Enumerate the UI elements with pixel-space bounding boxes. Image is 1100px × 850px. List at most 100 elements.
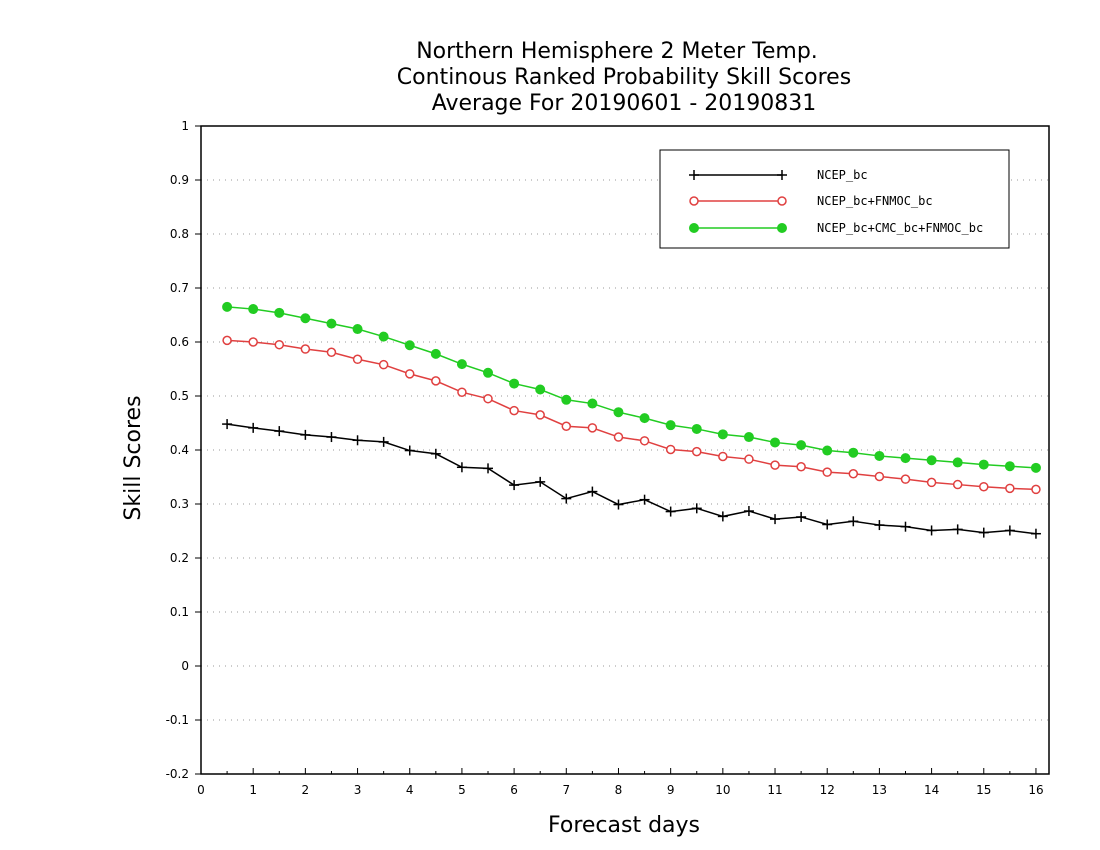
data-point [378, 436, 389, 447]
data-point [509, 405, 519, 416]
data-point [613, 499, 624, 510]
data-point [587, 398, 598, 409]
y-tick-label: 0.4 [170, 443, 189, 457]
data-point [248, 337, 258, 347]
legend-label: NCEP_bc+FNMOC_bc [817, 194, 933, 208]
data-point [639, 436, 650, 446]
data-point [509, 378, 520, 389]
data-point [848, 469, 859, 479]
data-point [900, 453, 911, 464]
x-tick-label: 4 [406, 783, 414, 797]
data-point [561, 421, 572, 431]
x-tick-label: 6 [510, 783, 518, 797]
data-point [509, 480, 520, 491]
x-tick-label: 9 [667, 783, 675, 797]
legend-marker [689, 223, 699, 233]
y-tick-label: 0.8 [170, 227, 189, 241]
data-point [874, 450, 885, 461]
legend-item: NCEP_bc+FNMOC_bc [689, 194, 933, 208]
data-point [952, 479, 963, 490]
data-point [404, 445, 415, 456]
data-point [1004, 525, 1015, 536]
data-point [665, 506, 676, 517]
y-tick-label: -0.1 [166, 713, 189, 727]
data-point [457, 387, 467, 397]
x-tick-label: 3 [354, 783, 362, 797]
chart-title-line-3: Average For 20190601 - 20190831 [432, 91, 817, 116]
data-point [431, 376, 441, 386]
data-point [248, 304, 259, 315]
data-point [274, 307, 285, 318]
data-point [326, 432, 337, 443]
legend-label: NCEP_bc [817, 168, 868, 182]
x-tick-label: 15 [976, 783, 991, 797]
data-point [743, 506, 754, 517]
data-point [796, 511, 807, 522]
data-point [822, 445, 833, 456]
data-point [274, 339, 285, 350]
legend-item: NCEP_bc+CMC_bc+FNMOC_bc [689, 221, 983, 235]
data-point [430, 348, 441, 359]
series-line [226, 423, 1037, 535]
y-tick-label: 0 [181, 659, 189, 673]
x-tick-label: 14 [924, 783, 939, 797]
data-point [352, 435, 363, 446]
data-point [456, 359, 467, 370]
x-axis-label: Forecast days [548, 813, 700, 838]
legend-label: NCEP_bc+CMC_bc+FNMOC_bc [817, 221, 983, 235]
data-point [587, 423, 598, 433]
y-tick-label: 0.2 [170, 551, 189, 565]
y-axis-ticks: 1 0.9 0.8 0.7 0.6 0.5 0.4 0.3 0.2 0.1 0 -0.1 -0.2 [166, 119, 201, 781]
data-point [300, 344, 311, 354]
y-tick-label: 0.6 [170, 335, 189, 349]
data-point [222, 419, 233, 430]
data-point [639, 494, 650, 505]
data-point [535, 410, 545, 420]
data-point [378, 331, 389, 342]
legend-marker [689, 170, 699, 180]
chart-title-line-1: Northern Hemisphere 2 Meter Temp. [416, 39, 818, 64]
data-point [952, 524, 963, 535]
data-point [665, 444, 676, 455]
y-axis-label: Skill Scores [121, 395, 146, 520]
legend-marker [777, 223, 787, 233]
data-point [822, 519, 833, 530]
y-tick-label: 0.1 [170, 605, 189, 619]
data-point [274, 426, 285, 437]
x-tick-label: 1 [249, 783, 257, 797]
series-1 [222, 335, 1041, 495]
x-tick-label: 8 [615, 783, 623, 797]
y-tick-label: 0.9 [170, 173, 189, 187]
grid-lines [201, 179, 1049, 721]
data-point [770, 460, 780, 470]
data-point [1030, 462, 1041, 473]
data-point [248, 422, 259, 433]
data-point [770, 437, 781, 448]
data-point [691, 503, 702, 514]
series-0 [222, 419, 1041, 539]
data-point [900, 474, 911, 484]
data-point [430, 448, 441, 459]
data-point [743, 432, 754, 443]
legend-marker [777, 170, 787, 180]
data-point [326, 318, 337, 329]
data-point [300, 429, 311, 440]
legend-marker [777, 196, 787, 206]
legend-marker [689, 196, 699, 206]
data-point [613, 407, 624, 418]
x-tick-label: 7 [562, 783, 570, 797]
data-point [979, 481, 989, 492]
data-point [535, 384, 546, 395]
data-point [848, 447, 859, 458]
data-point [613, 432, 624, 442]
data-point [352, 354, 363, 365]
data-point [378, 359, 389, 370]
data-point [926, 525, 937, 536]
data-point [222, 301, 233, 312]
data-point [1030, 528, 1041, 539]
y-tick-label: -0.2 [166, 767, 189, 781]
data-point [300, 313, 311, 324]
data-point [404, 340, 415, 351]
x-tick-label: 12 [820, 783, 835, 797]
